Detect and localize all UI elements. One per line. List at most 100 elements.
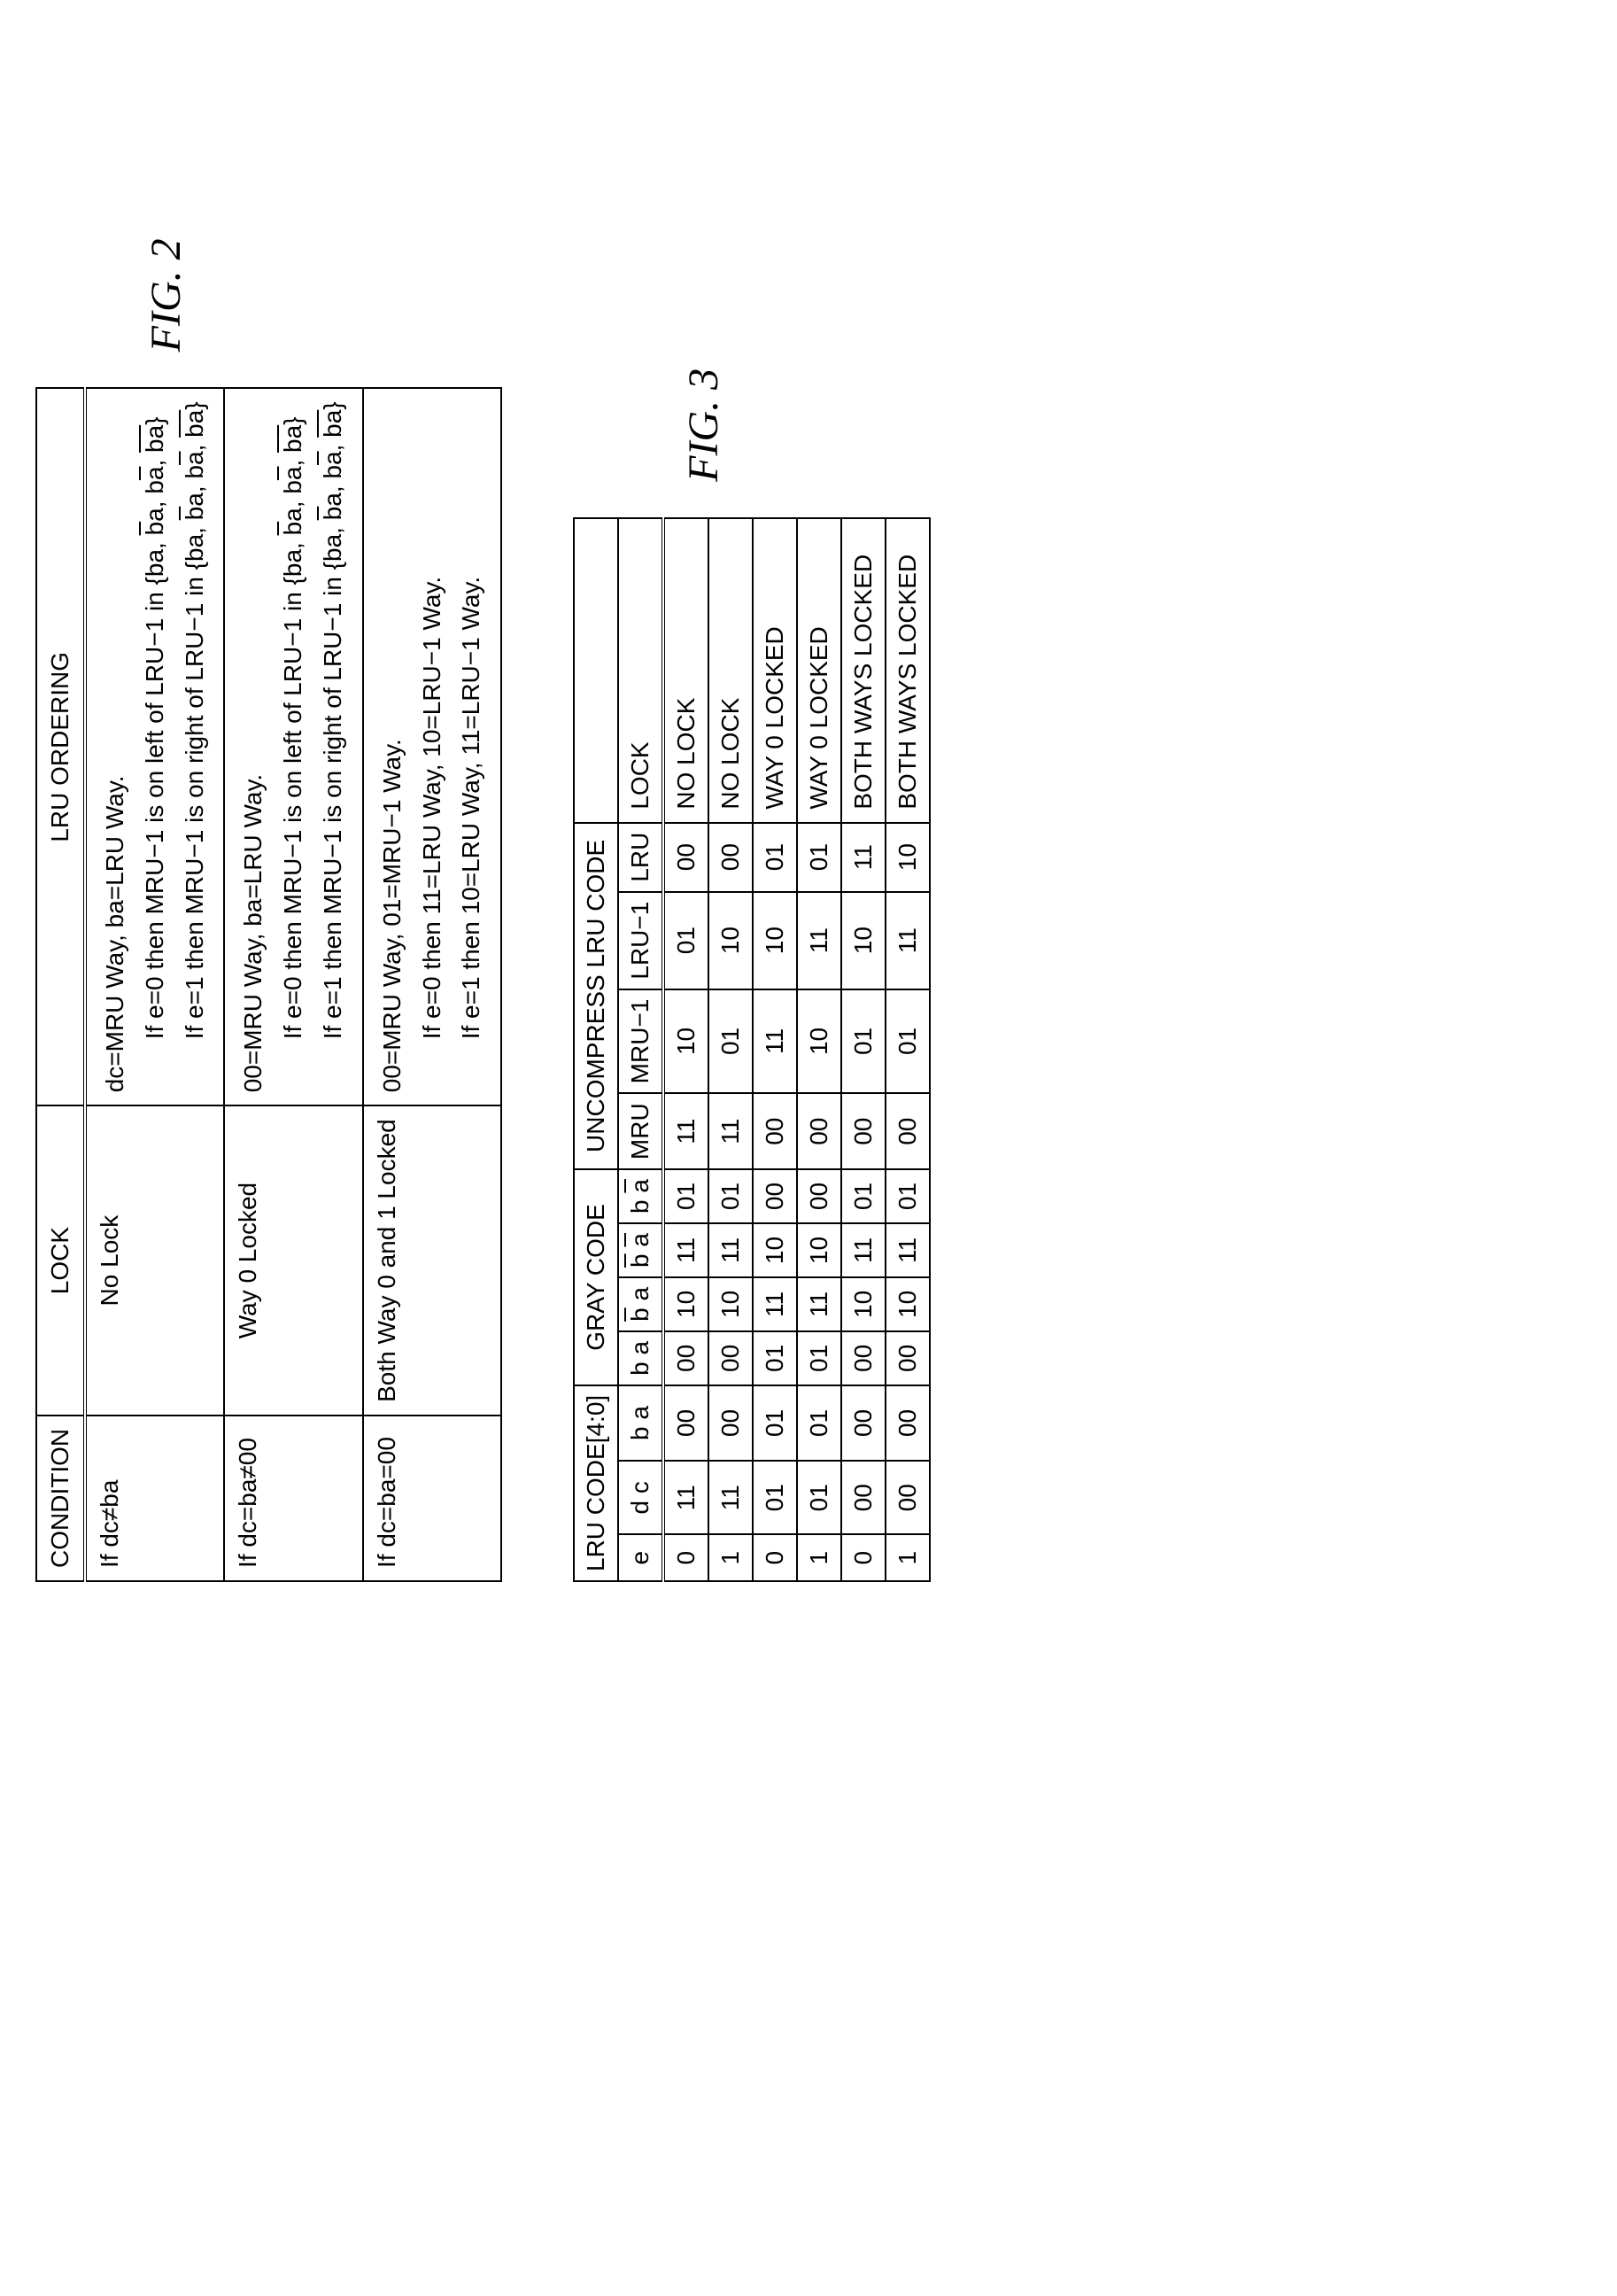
figure-2-block: CONDITION LOCK LRU ORDERING If dc≠ba No … bbox=[35, 0, 502, 1582]
cell: 01 bbox=[753, 1331, 797, 1385]
table-row: 1 01 01 01 11 10 00 00 10 11 01 WAY 0 LO… bbox=[797, 518, 841, 1581]
cell: 11 bbox=[663, 1223, 708, 1277]
table-row: If dc=ba=00 Both Way 0 and 1 Locked 00=M… bbox=[363, 388, 501, 1581]
cell: 01 bbox=[841, 1169, 886, 1223]
cell: 01 bbox=[753, 823, 797, 892]
group-gray-code: GRAY CODE bbox=[574, 1169, 618, 1385]
cell: 11 bbox=[663, 1093, 708, 1169]
cell: 01 bbox=[797, 1461, 841, 1534]
cell: 0 bbox=[841, 1534, 886, 1581]
cell: 10 bbox=[708, 892, 753, 989]
cell: 01 bbox=[753, 1461, 797, 1534]
figure-2-table: CONDITION LOCK LRU ORDERING If dc≠ba No … bbox=[35, 387, 502, 1582]
group-header-row: LRU CODE[4:0] GRAY CODE UNCOMPRESS LRU C… bbox=[574, 518, 618, 1581]
cell-ordering: dc=MRU Way, ba=LRU Way. If e=0 then MRU−… bbox=[85, 388, 224, 1105]
cell: 01 bbox=[841, 989, 886, 1094]
cell-lock: Both Way 0 and 1 Locked bbox=[363, 1105, 501, 1416]
cell-lock: No Lock bbox=[85, 1105, 224, 1416]
cell: 11 bbox=[841, 1223, 886, 1277]
cell: 00 bbox=[797, 1093, 841, 1169]
ordering-line: If e=1 then MRU−1 is on right of LRU−1 i… bbox=[175, 401, 215, 1039]
cell: 10 bbox=[841, 1277, 886, 1331]
group-uncompress: UNCOMPRESS LRU CODE bbox=[574, 823, 618, 1169]
sub-lock: LOCK bbox=[618, 518, 663, 823]
figure-3-label: FIG. 3 bbox=[573, 368, 728, 482]
sub-e: e bbox=[618, 1534, 663, 1581]
cell: 10 bbox=[886, 823, 930, 892]
cell: 10 bbox=[708, 1277, 753, 1331]
group-lock bbox=[574, 518, 618, 823]
cell-lock: WAY 0 LOCKED bbox=[753, 518, 797, 823]
table-row: If dc≠ba No Lock dc=MRU Way, ba=LRU Way.… bbox=[85, 388, 224, 1581]
sub-dc: d c bbox=[618, 1461, 663, 1534]
cell: 00 bbox=[663, 1385, 708, 1461]
cell: 00 bbox=[708, 1331, 753, 1385]
cell: 11 bbox=[753, 1277, 797, 1331]
cell-lock: NO LOCK bbox=[708, 518, 753, 823]
cell: 01 bbox=[886, 1169, 930, 1223]
cell-ordering: 00=MRU Way, ba=LRU Way. If e=0 then MRU−… bbox=[224, 388, 362, 1105]
cell-condition: If dc=ba≠00 bbox=[224, 1416, 362, 1581]
table-row: 0 11 00 00 10 11 01 11 10 01 00 NO LOCK bbox=[663, 518, 708, 1581]
table-row: If dc=ba≠00 Way 0 Locked 00=MRU Way, ba=… bbox=[224, 388, 362, 1581]
table-row: 0 01 01 01 11 10 00 00 11 10 01 WAY 0 LO… bbox=[753, 518, 797, 1581]
cell: 00 bbox=[886, 1461, 930, 1534]
cell: 0 bbox=[753, 1534, 797, 1581]
figure-3-table: LRU CODE[4:0] GRAY CODE UNCOMPRESS LRU C… bbox=[573, 517, 931, 1582]
cell: 10 bbox=[797, 1223, 841, 1277]
cell-condition: If dc=ba=00 bbox=[363, 1416, 501, 1581]
cell: 11 bbox=[886, 892, 930, 989]
cell-lock: WAY 0 LOCKED bbox=[797, 518, 841, 823]
ordering-line: dc=MRU Way, ba=LRU Way. bbox=[101, 775, 128, 1092]
cell: 01 bbox=[708, 989, 753, 1094]
ordering-line: If e=0 then 11=LRU Way, 10=LRU−1 Way. bbox=[413, 401, 453, 1039]
col-condition: CONDITION bbox=[36, 1416, 85, 1581]
cell: 01 bbox=[663, 892, 708, 989]
cell: 01 bbox=[886, 989, 930, 1094]
cell: 10 bbox=[886, 1277, 930, 1331]
cell-lock: Way 0 Locked bbox=[224, 1105, 362, 1416]
cell: 00 bbox=[708, 823, 753, 892]
cell-ordering: 00=MRU Way, 01=MRU−1 Way. If e=0 then 11… bbox=[363, 388, 501, 1105]
cell: 01 bbox=[753, 1385, 797, 1461]
cell: 00 bbox=[663, 823, 708, 892]
table-header-row: CONDITION LOCK LRU ORDERING bbox=[36, 388, 85, 1581]
ordering-line: If e=1 then MRU−1 is on right of LRU−1 i… bbox=[313, 401, 353, 1039]
cell: 11 bbox=[797, 892, 841, 989]
ordering-line: 00=MRU Way, ba=LRU Way. bbox=[239, 774, 267, 1092]
cell: 1 bbox=[886, 1534, 930, 1581]
sub-bbar-a: b a bbox=[618, 1277, 663, 1331]
cell: 01 bbox=[797, 1385, 841, 1461]
ordering-line: 00=MRU Way, 01=MRU−1 Way. bbox=[378, 739, 406, 1092]
col-ordering: LRU ORDERING bbox=[36, 388, 85, 1105]
cell: 10 bbox=[841, 892, 886, 989]
cell: 01 bbox=[663, 1169, 708, 1223]
sub-header-row: e d c b a b a b a b a b a MRU MRU−1 LRU−… bbox=[618, 518, 663, 1581]
sub-b-abar: b a bbox=[618, 1169, 663, 1223]
cell: 1 bbox=[708, 1534, 753, 1581]
table-row: 1 00 00 00 10 11 01 00 01 11 10 BOTH WAY… bbox=[886, 518, 930, 1581]
cell: 11 bbox=[841, 823, 886, 892]
sub-lru1: LRU−1 bbox=[618, 892, 663, 989]
cell: 11 bbox=[753, 989, 797, 1094]
cell: 01 bbox=[797, 1331, 841, 1385]
ordering-line: If e=0 then MRU−1 is on left of LRU−1 in… bbox=[135, 401, 175, 1039]
cell: 00 bbox=[753, 1169, 797, 1223]
sub-mru1: MRU−1 bbox=[618, 989, 663, 1094]
cell-lock: BOTH WAYS LOCKED bbox=[886, 518, 930, 823]
cell: 11 bbox=[708, 1223, 753, 1277]
cell: 10 bbox=[663, 1277, 708, 1331]
sub-lru: LRU bbox=[618, 823, 663, 892]
cell: 11 bbox=[708, 1461, 753, 1534]
figure-2-label: FIG. 2 bbox=[35, 238, 190, 352]
cell: 11 bbox=[797, 1277, 841, 1331]
cell: 00 bbox=[886, 1331, 930, 1385]
cell: 00 bbox=[841, 1093, 886, 1169]
cell: 00 bbox=[886, 1385, 930, 1461]
col-lock: LOCK bbox=[36, 1105, 85, 1416]
cell: 11 bbox=[663, 1461, 708, 1534]
ordering-line: If e=1 then 10=LRU Way, 11=LRU−1 Way. bbox=[452, 401, 491, 1039]
cell: 00 bbox=[886, 1093, 930, 1169]
sub-ba: b a bbox=[618, 1385, 663, 1461]
ordering-line: If e=0 then MRU−1 is on left of LRU−1 in… bbox=[274, 401, 313, 1039]
